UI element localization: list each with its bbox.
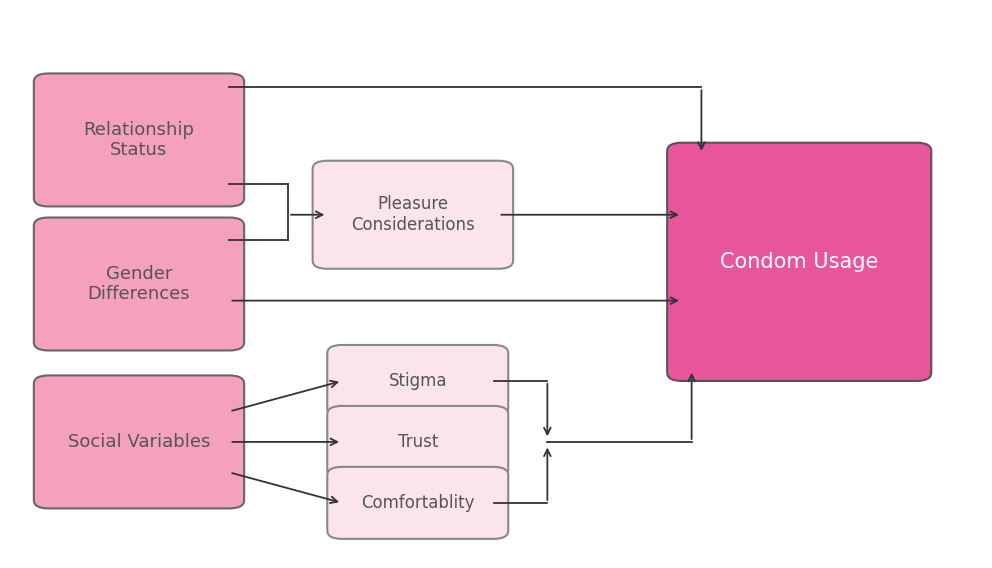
Text: Pleasure
Considerations: Pleasure Considerations	[351, 195, 475, 234]
FancyBboxPatch shape	[34, 375, 244, 508]
FancyBboxPatch shape	[327, 467, 508, 539]
FancyBboxPatch shape	[34, 73, 244, 206]
Text: Relationship
Status: Relationship Status	[83, 120, 194, 160]
Text: Trust: Trust	[398, 433, 437, 451]
Text: Social Variables: Social Variables	[67, 433, 210, 451]
FancyBboxPatch shape	[327, 406, 508, 478]
FancyBboxPatch shape	[312, 161, 513, 269]
Text: Comfortablity: Comfortablity	[361, 494, 474, 512]
FancyBboxPatch shape	[668, 143, 931, 381]
Text: Condom Usage: Condom Usage	[720, 252, 878, 272]
Text: Gender
Differences: Gender Differences	[87, 265, 190, 303]
FancyBboxPatch shape	[34, 218, 244, 350]
FancyBboxPatch shape	[327, 345, 508, 417]
Text: Stigma: Stigma	[389, 372, 447, 390]
